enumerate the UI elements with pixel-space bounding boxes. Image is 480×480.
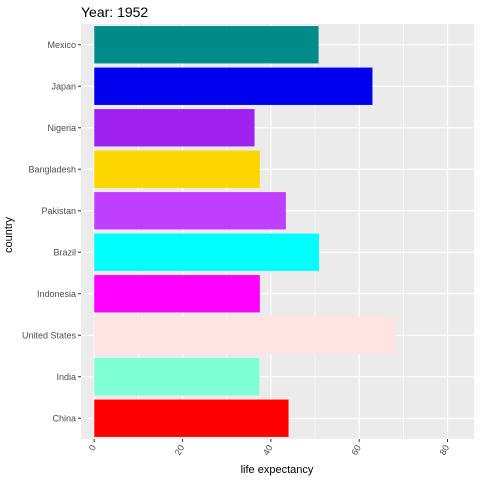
bar xyxy=(94,399,289,437)
y-tick-label: United States xyxy=(22,330,77,340)
y-tick-label: Bangladesh xyxy=(28,164,76,174)
x-axis-label: life expectancy xyxy=(241,464,314,476)
bar xyxy=(94,275,260,313)
y-tick-label: China xyxy=(52,413,76,423)
y-tick-label: Mexico xyxy=(47,40,76,50)
y-axis-label: country xyxy=(3,216,15,253)
bar xyxy=(94,358,260,396)
y-axis: Mexico Japan Nigeria Bangladesh Pakistan Braz… xyxy=(22,40,81,423)
bar xyxy=(94,109,255,147)
bars xyxy=(94,26,397,437)
bar xyxy=(94,192,286,230)
y-tick-label: Nigeria xyxy=(47,123,76,133)
bar xyxy=(94,67,373,105)
y-tick-label: Brazil xyxy=(53,247,76,257)
bar xyxy=(94,316,397,354)
x-tick-label: 40 xyxy=(261,443,275,457)
bar xyxy=(94,233,320,271)
x-tick-label: 0 xyxy=(87,443,98,452)
x-tick-label: 20 xyxy=(173,443,187,457)
y-tick-label: Japan xyxy=(51,81,76,91)
x-tick-label: 60 xyxy=(349,443,363,457)
y-tick-label: Indonesia xyxy=(37,289,76,299)
x-axis: 0 20 40 60 80 xyxy=(87,439,451,457)
bar xyxy=(94,26,319,64)
x-tick-label: 80 xyxy=(438,443,452,457)
chart-title: Year: 1952 xyxy=(81,4,148,20)
y-tick-label: Pakistan xyxy=(41,206,76,216)
y-tick-label: India xyxy=(56,372,76,382)
bar xyxy=(94,150,260,188)
